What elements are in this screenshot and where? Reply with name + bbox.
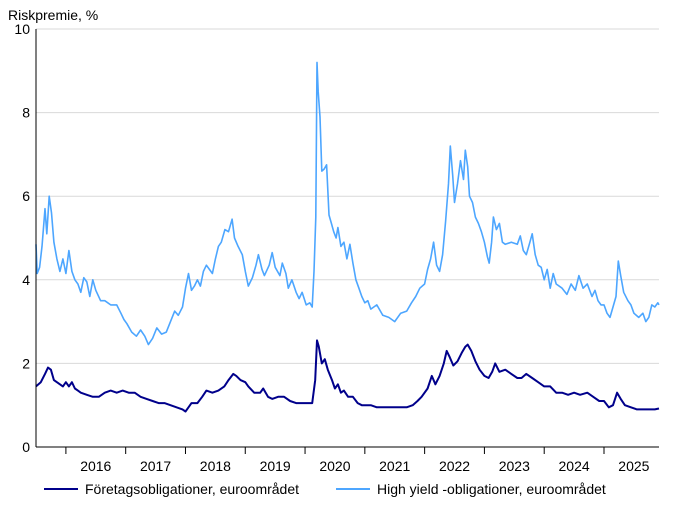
y-tick-label: 6 [22, 188, 30, 204]
x-tick-label: 2025 [618, 458, 649, 474]
x-tick-label: 2023 [499, 458, 530, 474]
y-tick-label: 10 [14, 21, 30, 37]
legend: Företagsobligationer, euroområdet High y… [44, 481, 606, 497]
series-lines [35, 61, 660, 413]
legend-label-high-yield: High yield -obligationer, euroområdet [377, 481, 606, 497]
x-tick-labels: 2016 2017 2018 2019 2020 2021 2022 2023 2024 2025 [65, 447, 650, 474]
y-tick-label: 8 [22, 105, 30, 121]
legend-label-corporate: Företagsobligationer, euroområdet [85, 481, 299, 497]
series-line-0 [35, 339, 660, 413]
x-tick-label: 2016 [80, 458, 111, 474]
y-tick-label: 4 [22, 272, 30, 288]
x-tick-label: 2024 [559, 458, 590, 474]
y-tick-label: 0 [22, 439, 30, 455]
x-tick-label: 2017 [140, 458, 171, 474]
y-tick-labels: 0 2 4 6 8 10 [14, 21, 30, 455]
gridlines [36, 28, 659, 364]
y-tick-label: 2 [22, 355, 30, 371]
x-tick-label: 2019 [260, 458, 291, 474]
y-axis-title: Riskpremie, % [8, 7, 98, 23]
series-line-1 [35, 61, 660, 346]
x-tick-label: 2020 [319, 458, 350, 474]
x-tick-label: 2022 [439, 458, 470, 474]
x-tick-label: 2021 [379, 458, 410, 474]
x-tick-label: 2018 [200, 458, 231, 474]
